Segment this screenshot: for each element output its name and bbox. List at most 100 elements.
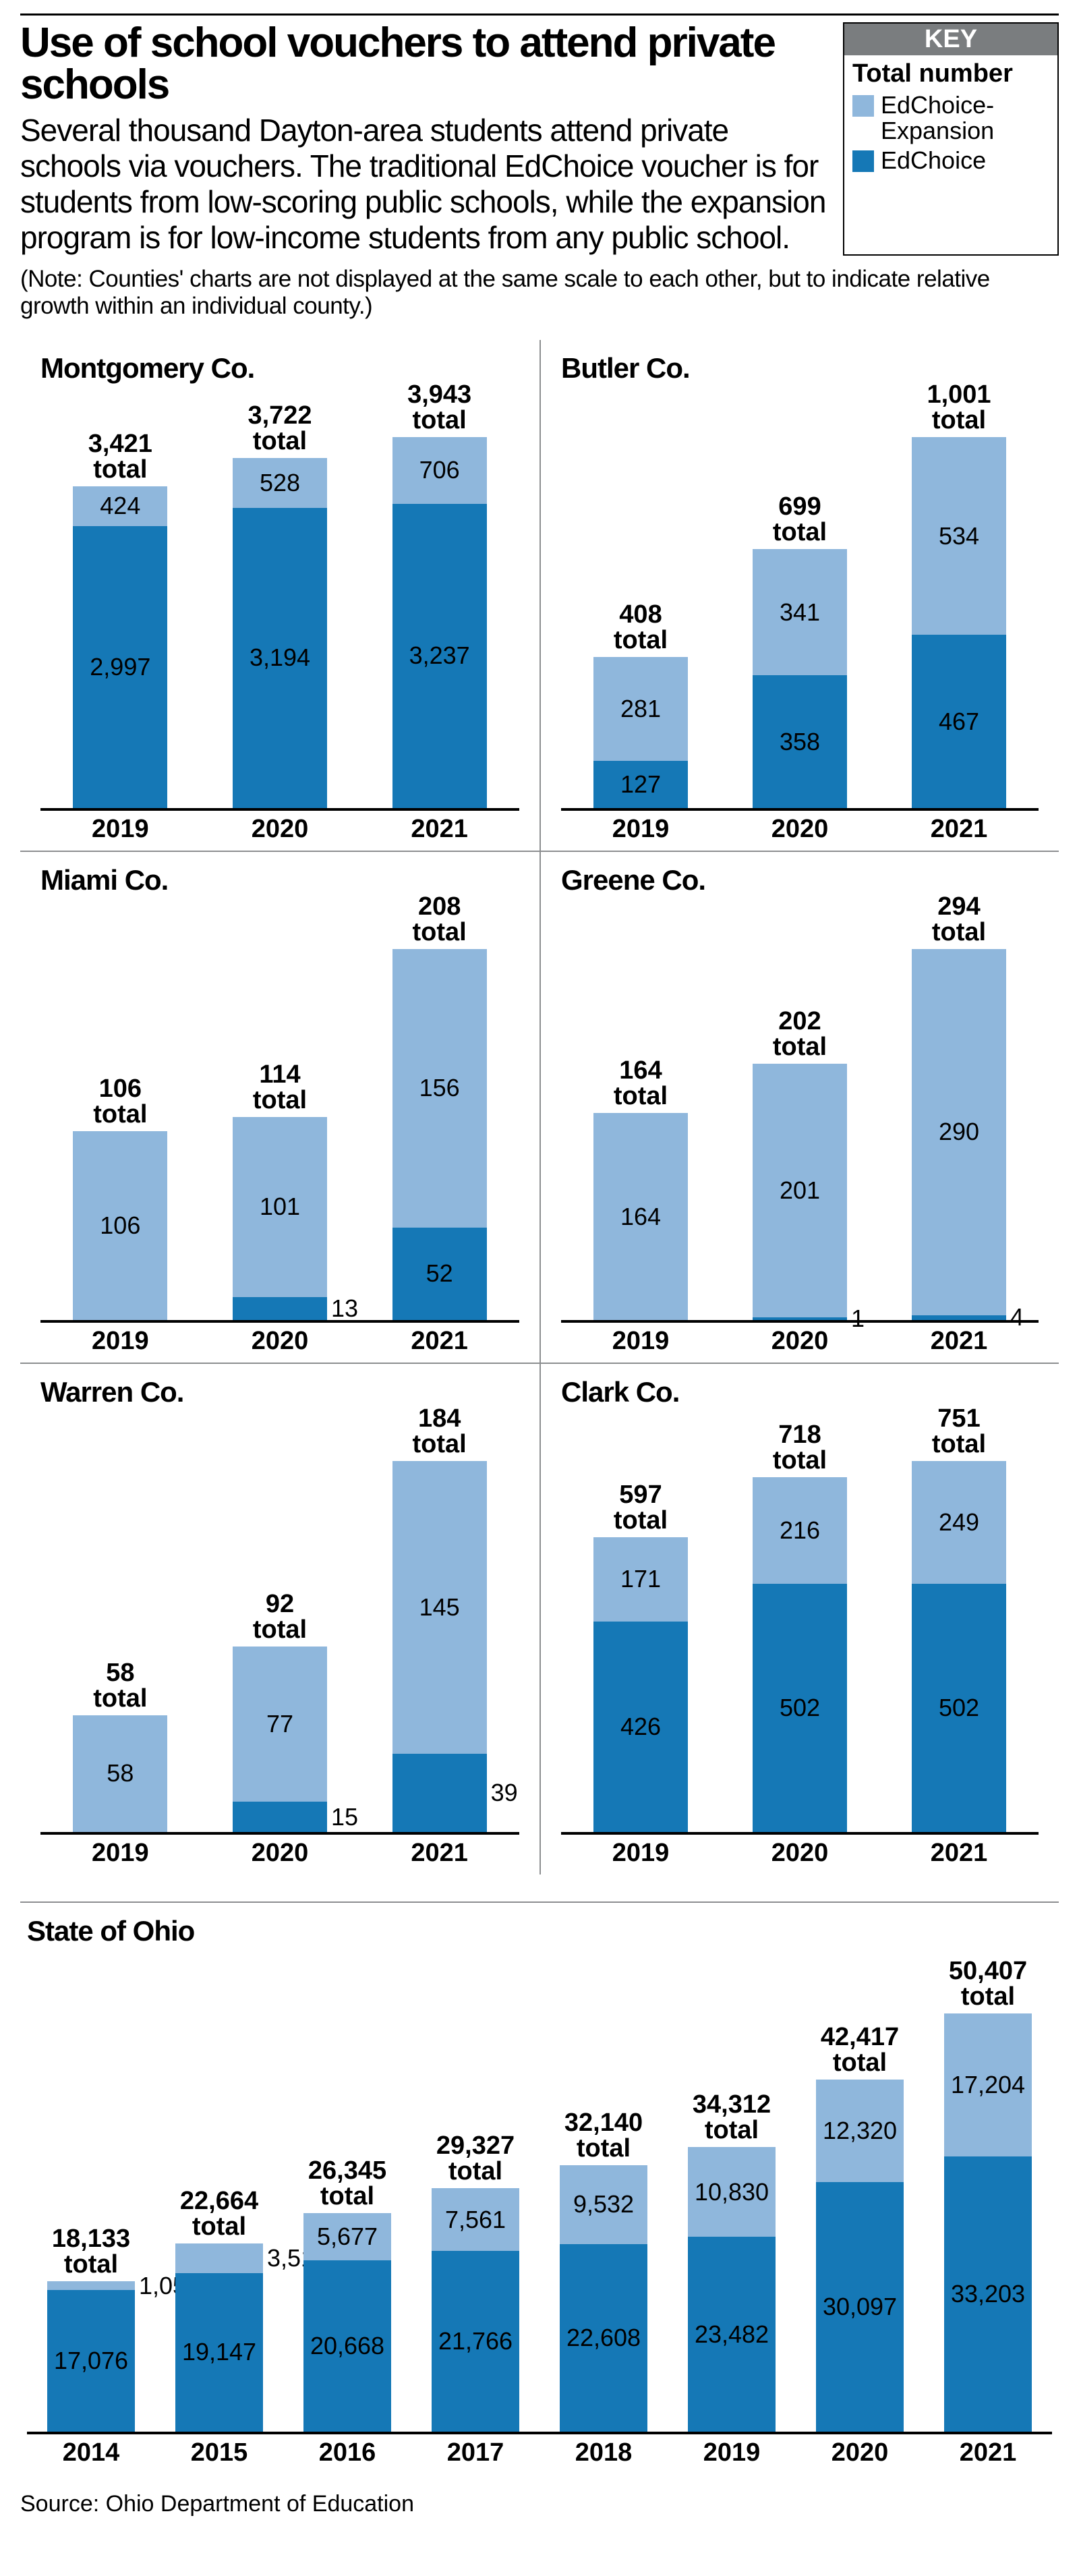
bar-segment-expansion: 58 — [73, 1715, 167, 1832]
header-left: Use of school vouchers to attend private… — [20, 22, 826, 256]
bar-column: 3,943total 706 3,237 — [392, 382, 487, 808]
bar-value-edchoice: 467 — [939, 708, 979, 736]
year-label: 2021 — [392, 815, 487, 844]
county-grid: Montgomery Co.3,421total4242,9973,722tot… — [20, 340, 1059, 1874]
bar-segment-expansion: 216 — [753, 1477, 847, 1584]
year-axis: 201920202021 — [40, 1327, 519, 1356]
bar-value-edchoice: 23,482 — [695, 2320, 769, 2349]
bar-total-label: 3,722total — [247, 403, 312, 454]
bar-segment-edchoice: 20,668 — [303, 2260, 391, 2432]
year-label: 2019 — [688, 2438, 776, 2467]
county-cell: Montgomery Co.3,421total4242,9973,722tot… — [20, 340, 540, 851]
bar-segment-edchoice: 17,076 — [47, 2290, 135, 2432]
legend-swatch — [852, 95, 874, 117]
bar-value-edchoice: 52 — [426, 1259, 453, 1288]
bar-segment-expansion: 5,677 — [303, 2213, 391, 2260]
year-label: 2021 — [912, 815, 1006, 844]
bar-stack: 171 426 — [593, 1537, 688, 1832]
bar-segment-edchoice: 3,237 — [392, 504, 487, 809]
bar-segment-edchoice: 502 — [912, 1584, 1006, 1832]
bar-column: 408total281127 — [593, 602, 688, 808]
bar-total-label: 3,943total — [407, 382, 471, 433]
bar-value-edchoice: 502 — [939, 1694, 979, 1722]
bar-stack: 12,320 30,097 — [816, 2080, 904, 2432]
bar-value-expansion: 201 — [780, 1176, 820, 1205]
bar-column: 202total2011 — [753, 1008, 847, 1320]
year-label: 2021 — [912, 1839, 1006, 1868]
bar-value-expansion: 341 — [780, 598, 820, 627]
bar-total-label: 1,001total — [927, 382, 991, 433]
bar-total-label: 32,140total — [564, 2110, 643, 2161]
bar-column: 294total2904 — [912, 894, 1006, 1320]
source-credit: Source: Ohio Department of Education — [20, 2491, 1059, 2517]
bar-segment-edchoice: 19,147 — [175, 2273, 263, 2432]
bar-total-label: 42,417total — [821, 2024, 899, 2076]
bar-segment-expansion: 341 — [753, 549, 847, 675]
legend-title: KEY — [844, 24, 1057, 55]
scale-note: (Note: Counties' charts are not displaye… — [20, 266, 1059, 320]
year-label: 2020 — [753, 815, 847, 844]
bar-segment-edchoice: 2,997 — [73, 526, 167, 808]
bar-column: 58total58 — [73, 1660, 167, 1832]
bar-column: 114total10113 — [233, 1062, 327, 1320]
county-cell: Warren Co.58total5892total7715184total14… — [20, 1363, 540, 1874]
year-label: 2020 — [233, 1839, 327, 1868]
bar-segment-edchoice: 33,203 — [944, 2156, 1032, 2432]
bar-column: 26,345total5,67720,668 — [303, 2158, 391, 2432]
bar-value-expansion: 12,320 — [823, 2117, 897, 2145]
bar-segment-expansion: 106 — [73, 1131, 167, 1320]
bar-stack: 2011 — [753, 1064, 847, 1320]
bar-value-edchoice: 21,766 — [438, 2327, 513, 2355]
bar-value-expansion: 706 — [419, 456, 460, 484]
bar-value-edchoice: 15 — [327, 1803, 358, 1831]
county-cell: Butler Co.408total281127699total3413581,… — [540, 340, 1059, 851]
bar-value-expansion: 7,561 — [445, 2206, 506, 2234]
bar-stack: 534467 — [912, 437, 1006, 808]
bar-total-label: 184total — [413, 1406, 467, 1457]
bar-value-expansion: 164 — [620, 1203, 661, 1231]
bar-column: 32,140total9,532 22,608 — [560, 2110, 647, 2432]
year-axis: 201920202021 — [561, 1839, 1039, 1868]
bar-total-label: 751total — [932, 1406, 986, 1457]
bar-segment-edchoice: 467 — [912, 635, 1006, 808]
bar-value-edchoice: 2,997 — [90, 653, 150, 681]
bar-stack: 5,67720,668 — [303, 2213, 391, 2432]
bar-total-label: 408total — [614, 602, 668, 653]
year-axis: 201920202021 — [561, 1327, 1039, 1356]
bar-total-label: 114total — [253, 1062, 307, 1113]
year-label: 2021 — [912, 1327, 1006, 1356]
bar-total-label: 58total — [93, 1660, 147, 1711]
bar-value-edchoice: 426 — [620, 1713, 661, 1741]
bar-value-edchoice: 3,237 — [409, 641, 470, 670]
legend-item: EdChoice — [852, 148, 1049, 173]
bar-segment-edchoice: 502 — [753, 1584, 847, 1832]
bar-segment-expansion: 101 — [233, 1117, 327, 1297]
bar-segment-edchoice: 30,097 — [816, 2182, 904, 2432]
bar-value-expansion: 216 — [780, 1516, 820, 1545]
bar-stack: 7715 — [233, 1647, 327, 1832]
year-label: 2021 — [392, 1839, 487, 1868]
bar-segment-expansion: 9,532 — [560, 2165, 647, 2244]
bar-value-expansion: 17,204 — [951, 2071, 1025, 2099]
bar-segment-expansion: 171 — [593, 1537, 688, 1622]
bar-stack: 1,05717,076 — [47, 2281, 135, 2432]
bar-segment-expansion: 528 — [233, 458, 327, 508]
bar-segment-expansion: 77 — [233, 1647, 327, 1802]
bar-column: 208total15652 — [392, 894, 487, 1320]
bar-total-label: 164total — [614, 1058, 668, 1109]
bar-stack: 5283,194 — [233, 458, 327, 808]
county-title: Butler Co. — [561, 352, 690, 384]
bar-value-edchoice: 127 — [620, 770, 661, 799]
year-label: 2020 — [233, 1327, 327, 1356]
bar-total-label: 208total — [413, 894, 467, 945]
bar-column: 164total 164 — [593, 1058, 688, 1320]
bar-stack: 216 502 — [753, 1477, 847, 1832]
bar-segment-edchoice: 52 — [392, 1228, 487, 1321]
county-cell: Clark Co.597total171426718total216502751… — [540, 1363, 1059, 1874]
year-axis: 201920202021 — [561, 815, 1039, 844]
bar-segment-expansion: 201 — [753, 1064, 847, 1317]
bar-value-edchoice: 22,608 — [566, 2324, 641, 2352]
bar-value-expansion: 290 — [939, 1118, 979, 1146]
bar-value-expansion: 106 — [100, 1211, 140, 1240]
bar-value-expansion: 424 — [100, 492, 140, 520]
